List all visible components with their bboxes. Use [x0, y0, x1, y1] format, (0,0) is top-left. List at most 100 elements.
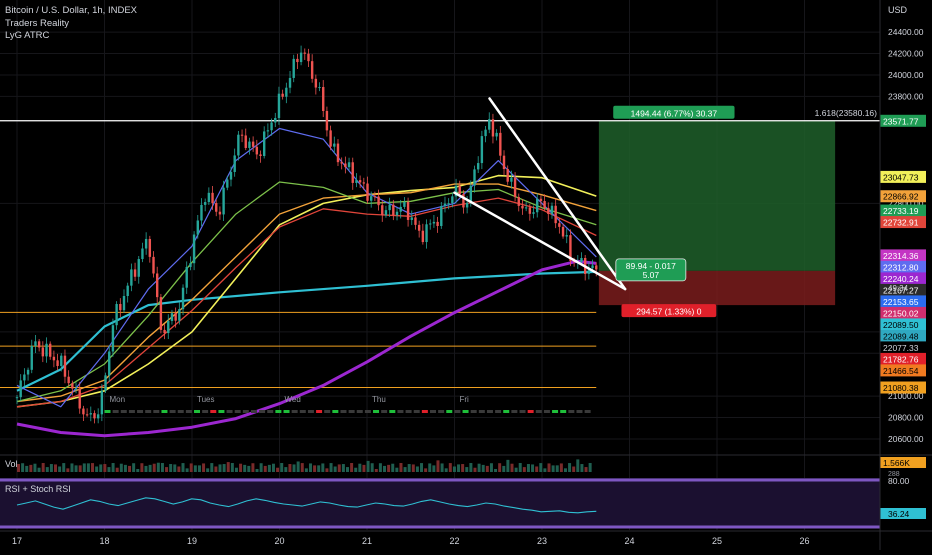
- candle-body: [495, 132, 498, 137]
- price-label-box: [880, 190, 926, 203]
- volume-bar: [202, 463, 206, 472]
- candle-body: [322, 87, 325, 112]
- volume-bar: [111, 463, 115, 472]
- price-label: 21466.54: [883, 366, 919, 376]
- volume-bar: [267, 464, 271, 472]
- volume-bar: [337, 464, 341, 472]
- volume-bar: [350, 463, 354, 472]
- volume-bar: [576, 459, 580, 472]
- volume-bar: [62, 463, 66, 472]
- volume-bar: [177, 466, 181, 472]
- center-pill: [615, 258, 687, 282]
- weekday-Fri: Fri: [460, 395, 470, 404]
- session-marker: [185, 410, 192, 413]
- volume-bar: [420, 463, 424, 472]
- volume-bar: [82, 463, 86, 472]
- candle-body: [163, 329, 166, 334]
- candle-body: [484, 129, 487, 137]
- candle-body: [307, 53, 310, 62]
- session-marker: [194, 410, 201, 413]
- candle-body: [476, 163, 480, 170]
- session-marker: [503, 410, 510, 413]
- price-label: 22167.27: [883, 285, 919, 295]
- volume-bar: [123, 464, 127, 472]
- volume-bar: [366, 460, 370, 472]
- candle-body: [23, 374, 26, 381]
- candle-body: [443, 203, 447, 207]
- session-marker: [299, 410, 306, 413]
- volume-bar: [378, 463, 382, 472]
- x-tick-25: 25: [712, 536, 722, 546]
- time-axis[interactable]: Mon Tues Wed Thu Fri 17 18 19 20 21 22 23 24 25 26: [12, 395, 810, 546]
- volume-bar: [506, 459, 510, 472]
- volume-bar: [49, 464, 53, 472]
- volume-bar: [239, 463, 243, 472]
- session-marker: [405, 410, 412, 413]
- rsi-line: [16, 497, 597, 514]
- candle-body: [451, 196, 454, 204]
- candle-body: [85, 414, 89, 416]
- volume-bar: [276, 467, 280, 472]
- session-marker: [584, 410, 591, 413]
- candle-body: [244, 135, 247, 148]
- candle-body: [266, 130, 270, 132]
- candle-body: [281, 93, 284, 97]
- stop-label-box: [621, 304, 717, 318]
- volume-bar: [280, 463, 284, 472]
- volume-bar: [165, 467, 169, 472]
- candle-body: [565, 235, 568, 237]
- volume-bar: [514, 467, 518, 472]
- candle-body: [329, 130, 332, 147]
- candle-body: [196, 220, 199, 235]
- volume-bar: [304, 468, 308, 472]
- session-marker: [478, 410, 485, 413]
- volume-bar: [218, 464, 222, 472]
- candle-body: [366, 183, 369, 201]
- candle-body: [447, 203, 450, 205]
- volume-bar: [452, 466, 456, 472]
- candle-body: [543, 201, 546, 208]
- price-label: 22150.02: [883, 308, 919, 318]
- candle-body: [104, 375, 107, 391]
- candle-body: [96, 414, 100, 419]
- candle-body: [296, 58, 299, 63]
- price-label: 22153.65: [883, 297, 919, 307]
- ema-line-5: [16, 197, 597, 408]
- volume-bar: [383, 465, 387, 472]
- volume-bar: [41, 463, 45, 472]
- x-tick-22: 22: [449, 536, 459, 546]
- candles: [15, 45, 598, 424]
- volume-bar: [148, 464, 152, 472]
- volume-bar: [568, 463, 572, 472]
- trend-lines[interactable]: [453, 97, 627, 291]
- candle-body: [539, 198, 543, 202]
- candle-body: [388, 204, 391, 211]
- candle-body: [233, 155, 236, 172]
- session-marker: [267, 410, 274, 413]
- volume-bar: [465, 467, 469, 472]
- trend-line-1: [453, 191, 627, 291]
- price-label: 22733.19: [883, 206, 919, 216]
- price-label-box: [880, 295, 926, 308]
- volume-bar: [387, 464, 391, 472]
- candle-body: [130, 269, 133, 286]
- profit-zone: [598, 120, 836, 271]
- candle-body: [37, 341, 41, 348]
- candle-body: [26, 369, 30, 375]
- session-marker: [462, 410, 469, 413]
- candle-body: [377, 196, 380, 206]
- volume-bar: [370, 463, 374, 472]
- volume-bar: [555, 465, 559, 472]
- volume-bar: [99, 464, 103, 472]
- y-tick-22800: 22800.00: [888, 198, 924, 208]
- session-marker: [316, 410, 323, 413]
- volume-bar: [144, 465, 148, 472]
- volume-bar: [234, 467, 238, 472]
- volume-pane: Vol 1.566K 288: [0, 454, 932, 478]
- volume-bar: [230, 463, 234, 472]
- session-marker: [210, 410, 217, 413]
- volume-bar: [436, 460, 440, 472]
- volume-bar: [197, 465, 201, 472]
